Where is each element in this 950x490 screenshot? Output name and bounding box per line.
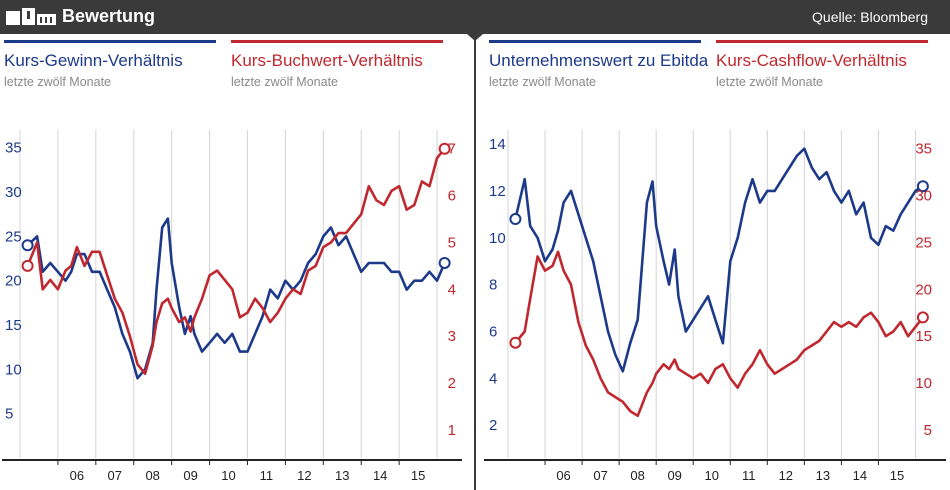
- y-tick-label-right: 30: [915, 188, 932, 205]
- x-tick-label: 10: [705, 468, 719, 483]
- y-tick-label-left: 2: [489, 417, 497, 434]
- y-tick-label-right: 20: [915, 281, 932, 298]
- x-tick-label: 07: [108, 468, 122, 483]
- y-tick-label-right: 35: [915, 141, 932, 158]
- legend-series-name: Kurs-Gewinn-Verhältnis: [4, 51, 183, 70]
- legend-series-subtitle: letzte zwölf Monate: [716, 75, 823, 89]
- legend-rule: [489, 40, 701, 43]
- x-tick-label: 08: [630, 468, 644, 483]
- y-tick-label-left: 10: [489, 230, 506, 247]
- y-tick-label-left: 14: [489, 136, 506, 153]
- legend-series-subtitle: letzte zwölf Monate: [489, 75, 596, 89]
- brand-logo-icon: [6, 8, 56, 25]
- legend-rule: [231, 40, 443, 43]
- legend-series-name: Kurs-Buchwert-Verhältnis: [231, 51, 423, 70]
- x-tick-label: 09: [667, 468, 681, 483]
- legend-left-red: Kurs-Buchwert-Verhältnis letzte zwölf Mo…: [231, 40, 443, 89]
- series-line-red: [26, 147, 446, 376]
- x-tick-label: 08: [145, 468, 159, 483]
- series-start-marker: [21, 239, 34, 252]
- y-tick-label-left: 6: [489, 323, 497, 340]
- series-end-marker: [438, 256, 451, 269]
- y-tick-label-right: 5: [924, 422, 932, 439]
- x-tick-label: 07: [593, 468, 607, 483]
- y-tick-label-left: 5: [5, 406, 13, 423]
- series-start-marker: [509, 213, 522, 226]
- series-line-red: [514, 250, 924, 418]
- y-tick-label-right: 4: [448, 281, 456, 298]
- y-tick-label-left: 25: [5, 228, 22, 245]
- x-tick-label: 11: [742, 468, 756, 483]
- y-tick-label-left: 30: [5, 184, 22, 201]
- legend-rule: [4, 40, 216, 43]
- legend-left-blue: Kurs-Gewinn-Verhältnis letzte zwölf Mona…: [4, 40, 216, 89]
- x-tick-label: 15: [890, 468, 904, 483]
- y-tick-label-right: 10: [915, 375, 932, 392]
- x-tick-label: 09: [183, 468, 197, 483]
- x-tick-label: 06: [556, 468, 570, 483]
- series-start-marker: [509, 336, 522, 349]
- x-tick-label: 14: [373, 468, 387, 483]
- legend-series-name: Kurs-Cashflow-Verhältnis: [716, 51, 907, 70]
- legend-rule: [716, 40, 928, 43]
- x-tick-label: 10: [221, 468, 235, 483]
- series-start-marker: [21, 259, 34, 272]
- divider-notch: [467, 34, 483, 41]
- x-tick-label: 15: [411, 468, 425, 483]
- y-tick-label-right: 6: [448, 188, 456, 205]
- y-tick-label-right: 7: [448, 141, 456, 158]
- x-tick-label: 13: [816, 468, 830, 483]
- y-tick-label-right: 5: [448, 234, 456, 251]
- page-title: Bewertung: [62, 6, 156, 26]
- legend-series-subtitle: letzte zwölf Monate: [231, 75, 338, 89]
- y-tick-label-right: 15: [915, 328, 932, 345]
- series-end-marker: [916, 180, 929, 193]
- y-tick-label-right: 1: [448, 422, 456, 439]
- y-tick-label-left: 12: [489, 183, 506, 200]
- x-tick-label: 13: [335, 468, 349, 483]
- y-tick-label-right: 25: [915, 234, 932, 251]
- y-tick-label-left: 35: [5, 140, 22, 157]
- series-end-marker: [438, 142, 451, 155]
- y-tick-label-right: 2: [448, 375, 456, 392]
- header-bar: Bewertung Quelle: Bloomberg: [0, 0, 950, 34]
- series-end-marker: [916, 311, 929, 324]
- y-tick-label-left: 4: [489, 370, 497, 387]
- y-tick-label-left: 8: [489, 277, 497, 294]
- x-tick-label: 12: [297, 468, 311, 483]
- series-line-blue: [514, 147, 924, 373]
- source-credit: Quelle: Bloomberg: [812, 9, 928, 25]
- x-tick-label: 06: [70, 468, 84, 483]
- x-tick-label: 12: [779, 468, 793, 483]
- y-tick-label-left: 10: [5, 361, 22, 378]
- legend-series-name: Unternehmenswert zu Ebitda: [489, 51, 709, 70]
- y-tick-label-left: 15: [5, 317, 22, 334]
- legend-right-red: Kurs-Cashflow-Verhältnis letzte zwölf Mo…: [716, 40, 928, 89]
- legend-series-subtitle: letzte zwölf Monate: [4, 75, 111, 89]
- series-line-blue: [26, 217, 446, 380]
- panel-divider: [474, 34, 476, 490]
- y-tick-label-left: 20: [5, 273, 22, 290]
- y-tick-label-right: 3: [448, 328, 456, 345]
- legend-right-blue: Unternehmenswert zu Ebitda letzte zwölf …: [489, 40, 708, 89]
- x-tick-label: 14: [853, 468, 867, 483]
- x-tick-label: 11: [260, 468, 274, 483]
